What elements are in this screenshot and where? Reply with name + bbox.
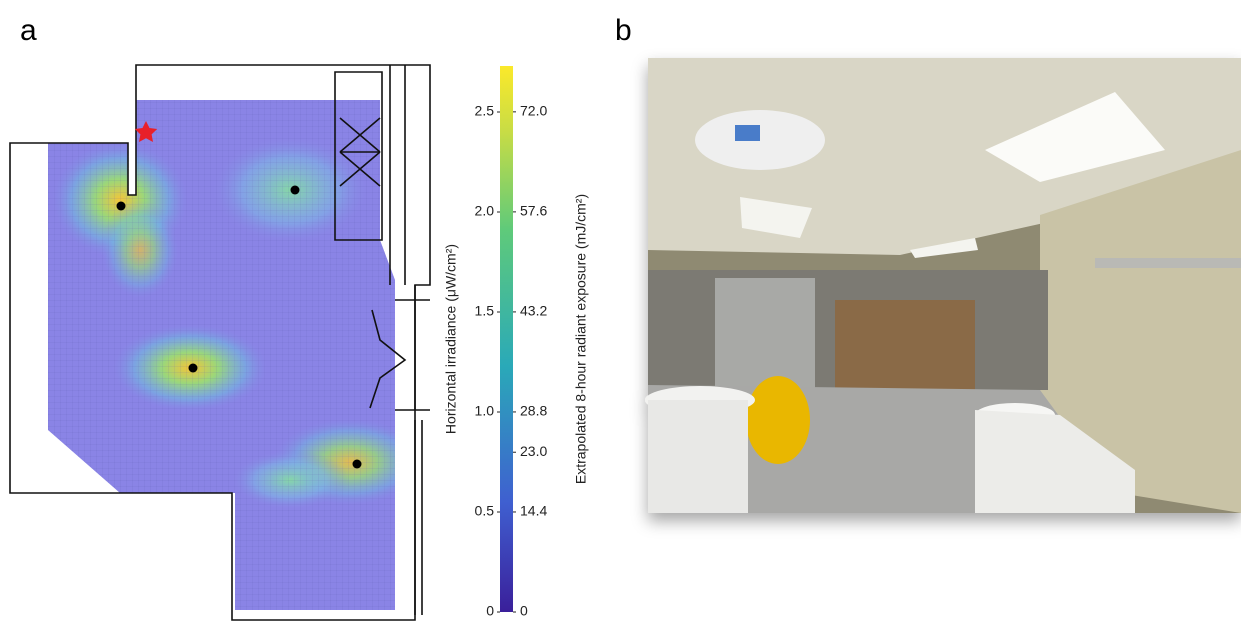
sensor-points (116, 185, 362, 469)
left-tick-label: 0 (486, 603, 494, 619)
left-tick-label: 2.5 (475, 103, 495, 119)
right-tick-label: 72.0 (520, 103, 547, 119)
right-tick-label: 57.6 (520, 203, 547, 219)
photo (645, 58, 1241, 513)
left-tick-label: 2.0 (475, 203, 495, 219)
heatmap (48, 100, 395, 610)
left-tick-label: 1.0 (475, 403, 495, 419)
uv-source (134, 121, 158, 142)
floor-plan (9, 64, 431, 621)
colorbar (500, 66, 513, 612)
right-tick-label: 0 (520, 603, 528, 619)
left-tick-label: 0.5 (475, 503, 495, 519)
right-tick-label: 43.2 (520, 303, 547, 319)
left-tick-label: 1.5 (475, 303, 495, 319)
y-axis-label: Horizontal irradiance (μW/cm²) (443, 244, 459, 434)
panel-label: a (20, 14, 37, 47)
right-tick-label: 14.4 (520, 503, 547, 519)
panel-label: b (615, 14, 632, 47)
y2-axis-label: Extrapolated 8-hour radiant exposure (mJ… (573, 194, 589, 484)
right-tick-label: 23.0 (520, 443, 547, 459)
right-tick-label: 28.8 (520, 403, 547, 419)
